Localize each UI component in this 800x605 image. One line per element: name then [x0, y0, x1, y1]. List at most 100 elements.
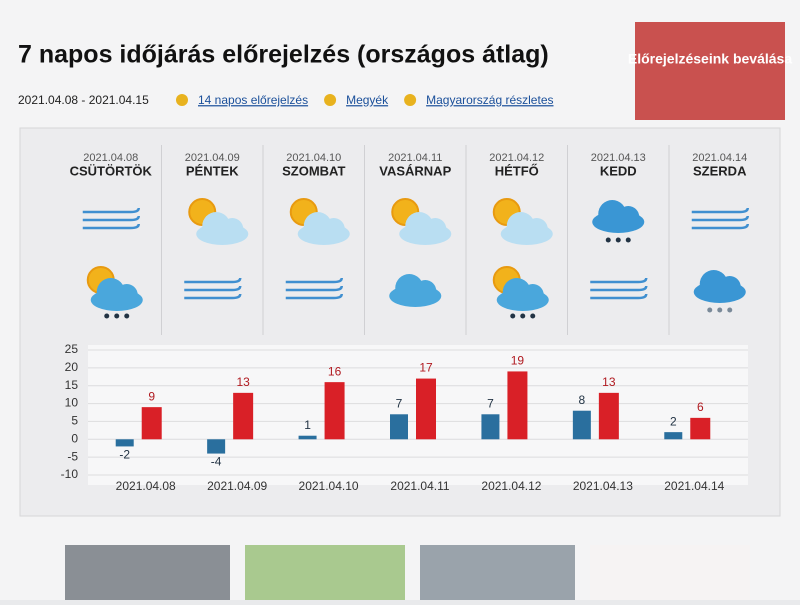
wind — [184, 285, 242, 292]
wind — [691, 223, 749, 230]
warning-thumb[interactable] — [590, 545, 750, 605]
bar — [141, 407, 162, 440]
value-label: 7 — [487, 396, 494, 410]
value-label: -2 — [119, 448, 130, 462]
x-tick-label: 2021.04.12 — [481, 479, 541, 493]
drop — [124, 313, 130, 319]
value-label: 9 — [148, 389, 155, 403]
cloud — [221, 218, 244, 240]
drop — [625, 237, 631, 243]
wind — [285, 293, 343, 300]
wind — [82, 223, 140, 230]
value-label: 7 — [396, 396, 403, 410]
x-tick-label: 2021.04.09 — [207, 479, 267, 493]
value-label: 1 — [304, 418, 311, 432]
button-label[interactable]: Előrejelzéseink beválása — [628, 51, 792, 67]
value-label: 16 — [328, 364, 342, 378]
bar — [207, 439, 226, 454]
x-tick-label: 2021.04.13 — [573, 479, 633, 493]
day-date: 2021.04.14 — [692, 152, 747, 164]
bar — [115, 439, 134, 447]
bar — [481, 414, 500, 440]
drop — [605, 237, 611, 243]
bar — [507, 371, 528, 440]
value-label: 8 — [579, 393, 586, 407]
value-label: -4 — [211, 455, 222, 469]
bar — [233, 392, 254, 440]
bar — [324, 382, 345, 440]
bar — [690, 417, 711, 440]
day-date: 2021.04.10 — [286, 152, 341, 164]
y-tick-label: 25 — [65, 342, 79, 356]
cloud — [617, 206, 640, 228]
bar — [390, 414, 408, 440]
day-name: VASÁRNAP — [379, 163, 451, 178]
cloud — [525, 218, 548, 240]
accuracy-button[interactable] — [635, 22, 785, 120]
y-tick-label: 0 — [71, 431, 78, 445]
day-name: CSÜTÖRTÖK — [70, 163, 153, 178]
drop — [520, 313, 526, 319]
bar — [598, 392, 619, 440]
drop — [510, 313, 516, 319]
y-tick-label: 20 — [65, 360, 79, 374]
value-label: 2 — [670, 414, 677, 428]
cloud — [424, 218, 447, 240]
link[interactable]: Magyarország részletes — [426, 93, 553, 107]
link[interactable]: 14 napos előrejelzés — [198, 93, 308, 107]
wind — [691, 207, 749, 214]
x-tick-label: 2021.04.11 — [390, 479, 449, 493]
sun-icon — [404, 94, 417, 106]
day-name: HÉTFŐ — [495, 163, 539, 178]
wind — [691, 215, 749, 222]
day-date: 2021.04.09 — [185, 152, 240, 164]
day-name: SZERDA — [693, 163, 747, 178]
wind — [590, 285, 648, 292]
map-thumb[interactable] — [245, 545, 405, 605]
wind — [285, 277, 343, 284]
x-tick-label: 2021.04.14 — [664, 479, 724, 493]
page-title: 7 napos időjárás előrejelzés (országos á… — [18, 41, 549, 69]
drop — [707, 307, 713, 313]
wind — [184, 277, 242, 284]
day-date: 2021.04.13 — [591, 152, 646, 164]
day-name: SZOMBAT — [282, 163, 345, 178]
day-name: KEDD — [600, 163, 637, 178]
wind — [82, 207, 140, 214]
bar — [298, 435, 317, 440]
satellite-thumb[interactable] — [65, 545, 230, 605]
cloud — [322, 218, 345, 240]
drop — [717, 307, 723, 313]
value-label: 17 — [419, 361, 433, 375]
wind — [184, 293, 242, 300]
wind — [82, 215, 140, 222]
cloud — [521, 284, 544, 306]
link[interactable]: Megyék — [346, 93, 389, 107]
drop — [615, 237, 621, 243]
drop — [114, 313, 120, 319]
sun-icon — [324, 94, 337, 106]
bar — [664, 432, 683, 440]
value-label: 19 — [511, 354, 525, 368]
x-tick-label: 2021.04.08 — [116, 479, 176, 493]
y-tick-label: -10 — [61, 467, 79, 481]
radar-thumb[interactable] — [420, 545, 575, 605]
y-tick-label: -5 — [67, 449, 78, 463]
y-tick-label: 5 — [71, 414, 78, 428]
day-date: 2021.04.12 — [489, 152, 544, 164]
bar — [572, 410, 591, 440]
value-label: 13 — [236, 375, 250, 389]
drop — [727, 307, 733, 313]
day-date: 2021.04.11 — [388, 152, 442, 164]
cloud — [115, 284, 138, 306]
sun-icon — [176, 94, 188, 106]
y-tick-label: 10 — [65, 396, 79, 410]
y-tick-label: 15 — [65, 378, 79, 392]
drop — [104, 313, 110, 319]
day-date: 2021.04.08 — [83, 152, 138, 164]
wind — [285, 285, 343, 292]
wind — [590, 293, 648, 300]
value-label: 6 — [697, 400, 704, 414]
bar — [416, 378, 436, 440]
